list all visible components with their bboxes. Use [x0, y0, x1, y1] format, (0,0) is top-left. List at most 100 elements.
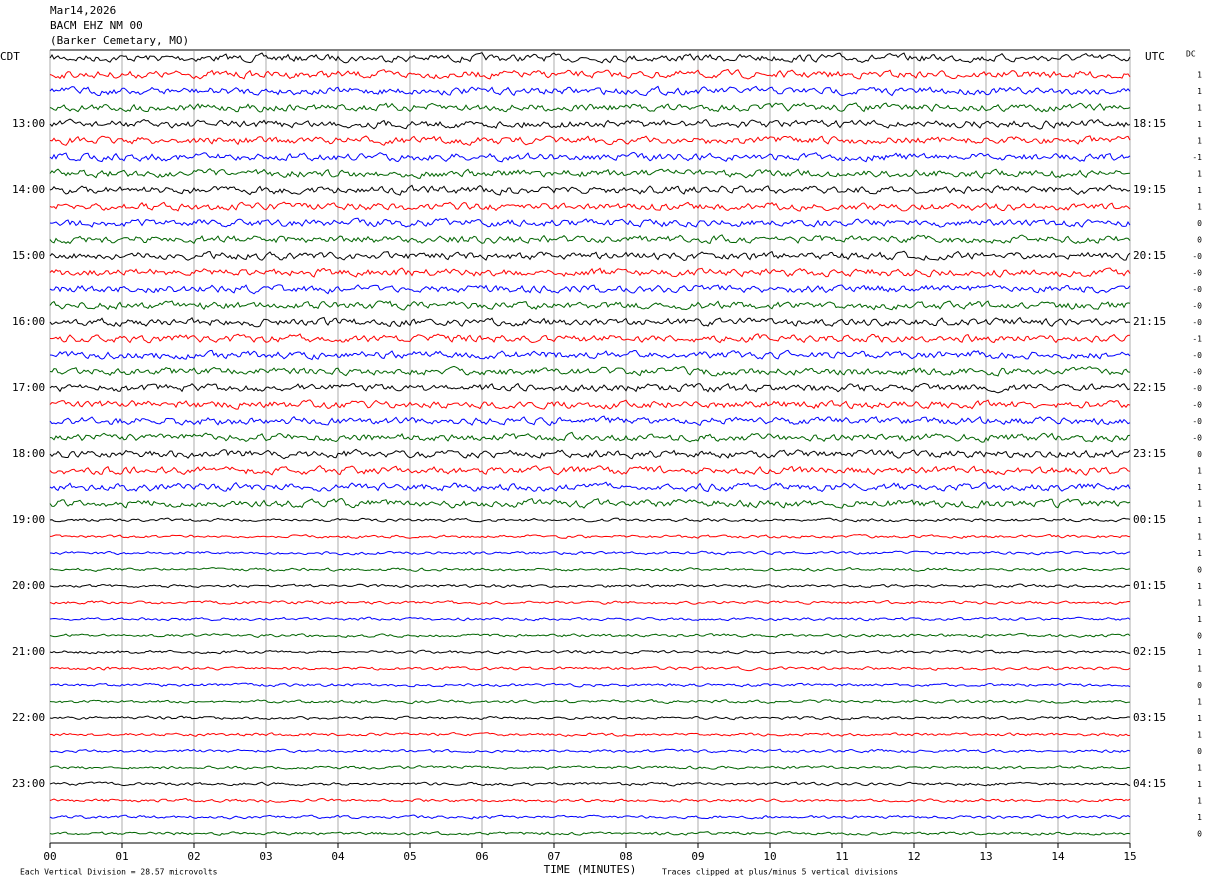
left-timezone: CDT: [0, 50, 20, 63]
trace: [49, 333, 1131, 344]
dc-value: 0: [1197, 830, 1202, 839]
right-time-label: 19:15: [1133, 183, 1166, 196]
trace: [49, 517, 1131, 523]
dc-value: 1: [1197, 71, 1202, 80]
dc-value: -0: [1192, 417, 1202, 426]
trace: [49, 151, 1131, 163]
dc-value: 1: [1197, 615, 1202, 624]
trace: [49, 85, 1131, 97]
trace: [49, 399, 1131, 410]
x-tick-label: 06: [475, 850, 488, 863]
x-tick-label: 12: [907, 850, 920, 863]
dc-value: -0: [1192, 368, 1202, 377]
trace: [49, 599, 1131, 605]
right-time-label: 04:15: [1133, 777, 1166, 790]
trace: [49, 168, 1131, 179]
trace: [49, 234, 1131, 245]
right-time-label: 00:15: [1133, 513, 1166, 526]
left-time-label: 21:00: [12, 645, 45, 658]
dc-value: 0: [1197, 219, 1202, 228]
trace: [49, 448, 1131, 460]
x-tick-label: 07: [547, 850, 560, 863]
trace: [49, 431, 1131, 443]
trace: [49, 814, 1131, 820]
trace: [49, 118, 1131, 130]
dc-value: 1: [1197, 665, 1202, 674]
right-timezone: UTC: [1145, 50, 1165, 63]
dc-value: 0: [1197, 681, 1202, 690]
trace: [49, 300, 1131, 311]
trace: [49, 481, 1131, 493]
dc-value: 1: [1197, 120, 1202, 129]
x-tick-label: 04: [331, 850, 345, 863]
left-time-label: 15:00: [12, 249, 45, 262]
scale-note: Each Vertical Division = 28.57 microvolt…: [20, 868, 218, 877]
dc-value: 1: [1197, 186, 1202, 195]
trace: [49, 765, 1131, 770]
x-tick-label: 02: [187, 850, 200, 863]
dc-value: 0: [1197, 566, 1202, 575]
dc-value: 1: [1197, 780, 1202, 789]
right-time-label: 22:15: [1133, 381, 1166, 394]
trace: [49, 533, 1131, 539]
dc-value: 1: [1197, 813, 1202, 822]
dc-value: -0: [1192, 434, 1202, 443]
dc-value: 1: [1197, 516, 1202, 525]
x-tick-label: 10: [763, 850, 776, 863]
x-tick-label: 05: [403, 850, 416, 863]
dc-value: 1: [1197, 500, 1202, 509]
trace: [49, 682, 1131, 688]
trace: [49, 781, 1131, 787]
x-tick-label: 13: [979, 850, 992, 863]
dc-value: -0: [1192, 302, 1202, 311]
right-time-label: 01:15: [1133, 579, 1166, 592]
dc-value: -1: [1192, 153, 1202, 162]
trace: [49, 284, 1131, 295]
right-time-label: 02:15: [1133, 645, 1166, 658]
dc-value: -1: [1192, 335, 1202, 344]
dc-value: -0: [1192, 252, 1202, 261]
trace: [49, 632, 1131, 638]
x-tick-label: 09: [691, 850, 704, 863]
trace: [49, 135, 1131, 146]
right-time-label: 23:15: [1133, 447, 1166, 460]
location: (Barker Cemetary, MO): [50, 34, 189, 47]
trace: [49, 464, 1131, 476]
clip-note: Traces clipped at plus/minus 5 vertical …: [662, 868, 898, 877]
dc-value: 1: [1197, 87, 1202, 96]
left-time-label: 20:00: [12, 579, 45, 592]
trace: [49, 797, 1131, 803]
dc-value: 1: [1197, 797, 1202, 806]
dc-value: 0: [1197, 450, 1202, 459]
dc-value: -0: [1192, 269, 1202, 278]
dc-value: 1: [1197, 170, 1202, 179]
dc-value: 1: [1197, 104, 1202, 113]
dc-value: -0: [1192, 401, 1202, 410]
trace: [49, 184, 1131, 196]
trace: [49, 365, 1131, 377]
trace: [49, 715, 1131, 721]
dc-value: -0: [1192, 351, 1202, 360]
trace: [49, 68, 1131, 80]
x-tick-label: 00: [43, 850, 56, 863]
trace: [49, 666, 1131, 672]
trace: [49, 201, 1131, 212]
left-time-label: 16:00: [12, 315, 45, 328]
dc-value: 0: [1197, 747, 1202, 756]
dc-value: -0: [1192, 285, 1202, 294]
dc-value: 1: [1197, 483, 1202, 492]
trace: [49, 567, 1131, 572]
trace: [49, 583, 1131, 589]
x-tick-label: 03: [259, 850, 272, 863]
trace: [49, 830, 1131, 836]
dc-value: 1: [1197, 698, 1202, 707]
trace: [49, 649, 1131, 655]
x-tick-label: 15: [1123, 850, 1136, 863]
left-time-label: 19:00: [12, 513, 45, 526]
right-time-label: 18:15: [1133, 117, 1166, 130]
trace: [49, 250, 1131, 262]
dc-value: 1: [1197, 467, 1202, 476]
dc-value: -0: [1192, 318, 1202, 327]
dc-value: 1: [1197, 599, 1202, 608]
